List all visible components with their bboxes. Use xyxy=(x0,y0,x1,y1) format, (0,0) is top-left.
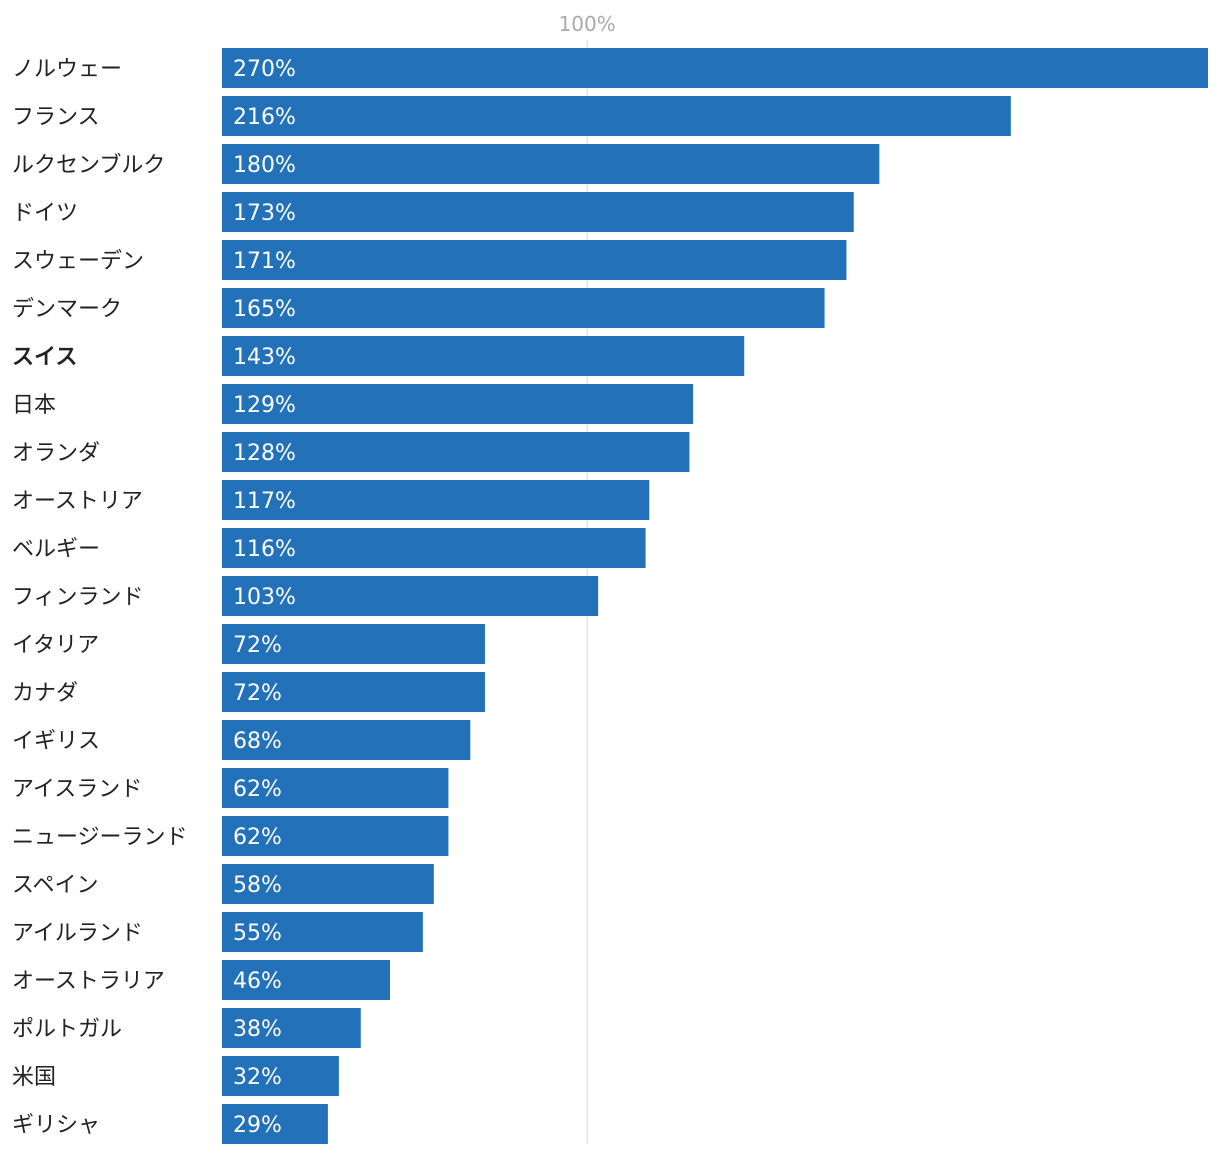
bar xyxy=(222,528,646,568)
bar-value-label: 143% xyxy=(233,345,296,370)
category-label: ドイツ xyxy=(12,201,78,226)
bar-value-label: 62% xyxy=(233,825,282,850)
category-label: フランス xyxy=(12,105,100,130)
category-labels: ノルウェーフランスルクセンブルクドイツスウェーデンデンマークスイス日本オランダオ… xyxy=(12,57,188,1138)
bar-value-label: 116% xyxy=(233,537,296,562)
bar-value-label: 173% xyxy=(233,201,296,226)
bar xyxy=(222,624,485,664)
bar-value-label: 38% xyxy=(233,1017,282,1042)
category-label: 米国 xyxy=(12,1065,56,1090)
bar xyxy=(222,192,854,232)
bar-value-label: 29% xyxy=(233,1113,282,1138)
bar-value-label: 72% xyxy=(233,633,282,658)
category-label: ベルギー xyxy=(12,537,100,562)
category-label: アイスランド xyxy=(12,777,142,802)
category-label: アイルランド xyxy=(12,921,143,946)
bar-value-label: 117% xyxy=(233,489,296,514)
category-label: イタリア xyxy=(12,633,99,658)
category-label: ノルウェー xyxy=(12,57,122,82)
category-label: カナダ xyxy=(12,681,78,706)
bar xyxy=(222,96,1011,136)
bar-value-label: 62% xyxy=(233,777,282,802)
category-label: スペイン xyxy=(12,873,98,898)
bar-value-label: 55% xyxy=(233,921,282,946)
bar-value-label: 72% xyxy=(233,681,282,706)
bar xyxy=(222,1008,361,1048)
bar xyxy=(222,240,847,280)
reference-line-label: 100% xyxy=(559,12,616,36)
bar-value-label: 32% xyxy=(233,1065,282,1090)
category-label: ポルトガル xyxy=(12,1017,122,1042)
category-label: オーストリア xyxy=(12,489,143,514)
bar xyxy=(222,144,880,184)
category-label: イギリス xyxy=(12,729,100,754)
bar-value-label: 46% xyxy=(233,969,282,994)
bar xyxy=(222,912,423,952)
category-label: スウェーデン xyxy=(12,249,144,274)
bar-value-label: 180% xyxy=(233,153,296,178)
category-label: フィンランド xyxy=(12,585,144,610)
bar xyxy=(222,720,471,760)
category-label: ギリシャ xyxy=(12,1113,100,1138)
category-label: 日本 xyxy=(12,393,56,418)
bar xyxy=(222,768,449,808)
bar xyxy=(222,576,599,616)
bar xyxy=(222,1056,339,1096)
bar xyxy=(222,672,485,712)
bar xyxy=(222,960,390,1000)
bar-value-label: 68% xyxy=(233,729,282,754)
bar-value-label: 128% xyxy=(233,441,296,466)
bar xyxy=(222,864,434,904)
bar xyxy=(222,816,449,856)
category-label: ニュージーランド xyxy=(12,825,188,850)
bar xyxy=(222,432,690,472)
bar-value-label: 129% xyxy=(233,393,296,418)
bar-value-label: 165% xyxy=(233,297,296,322)
category-label: オーストラリア xyxy=(12,969,165,994)
bar xyxy=(222,480,650,520)
bar-value-label: 58% xyxy=(233,873,282,898)
category-label: オランダ xyxy=(12,441,100,466)
bar xyxy=(222,288,825,328)
bar xyxy=(222,48,1208,88)
bar-value-label: 270% xyxy=(233,57,296,82)
bars: 270% 216% 180% 173% 171% 165% 143% 129% 128% 117%… xyxy=(222,48,1208,1144)
bar xyxy=(222,384,694,424)
bar xyxy=(222,336,745,376)
bar xyxy=(222,1104,328,1144)
bar-value-label: 216% xyxy=(233,105,296,130)
category-label: ルクセンブルク xyxy=(12,153,165,178)
bar-value-label: 171% xyxy=(233,249,296,274)
category-label: スイス xyxy=(12,345,77,370)
category-label: デンマーク xyxy=(12,297,122,322)
bar-value-label: 103% xyxy=(233,585,296,610)
